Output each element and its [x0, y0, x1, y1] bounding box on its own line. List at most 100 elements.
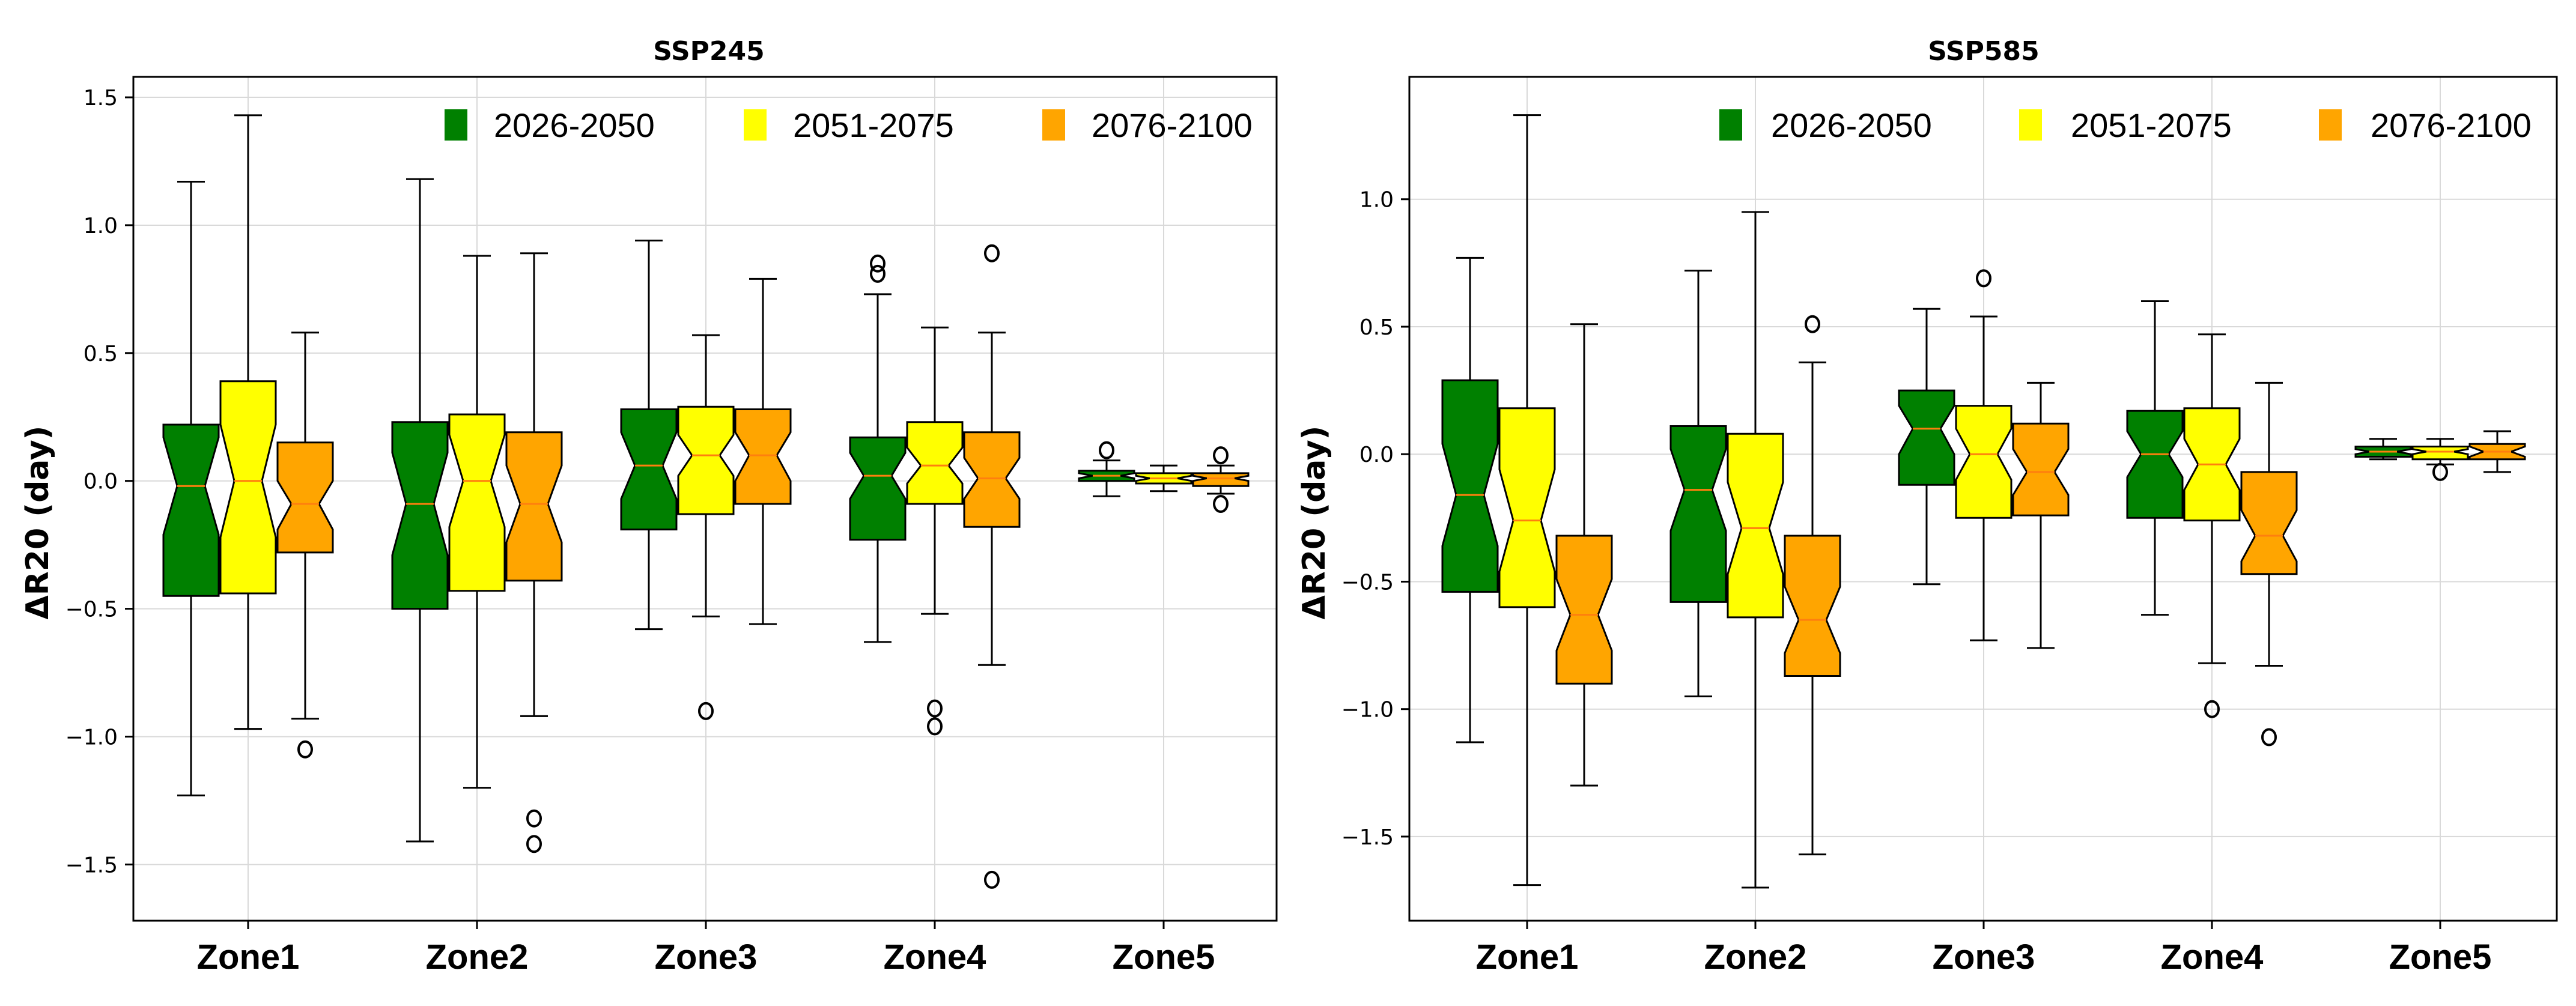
- outlier-point: [297, 740, 313, 759]
- panel-ssp585: SSP585 ΔR20 (day) 2026-2050 2051-2075 2076…: [1296, 36, 2558, 977]
- outlier-point: [526, 809, 542, 828]
- outlier-point: [1213, 495, 1229, 514]
- legend-swatch: [744, 109, 767, 141]
- box-body: [677, 405, 735, 515]
- legend-entry-2076-2100: 2076-2100: [2319, 106, 2532, 144]
- box-2076-2100-Zone5: [2468, 430, 2526, 473]
- box-body: [1955, 405, 2012, 519]
- x-tick-label: Zone3: [1933, 938, 2035, 977]
- box-2026-2050-Zone4: [2126, 300, 2184, 616]
- boxplots: [162, 114, 1250, 889]
- box-body: [2411, 446, 2469, 461]
- y-tick-label: 0.0: [84, 470, 118, 494]
- panel-title: SSP245: [653, 36, 765, 67]
- outlier-point: [927, 699, 943, 718]
- box-2076-2100-Zone1: [276, 332, 334, 759]
- outlier-point: [984, 870, 1000, 889]
- box-2026-2050-Zone1: [1441, 256, 1499, 744]
- box-2051-2075-Zone2: [448, 255, 506, 789]
- legend: 2026-2050 2051-2075 2076-2100: [445, 106, 1253, 144]
- y-tick-label: 1.5: [84, 86, 118, 111]
- box-2026-2050-Zone4: [849, 254, 907, 643]
- box-body: [2126, 410, 2184, 519]
- box-body: [906, 421, 964, 505]
- box-2076-2100-Zone3: [734, 277, 792, 625]
- panel-ssp245: SSP245 ΔR20 (day) 2026-2050 2051-2075 2076…: [20, 36, 1278, 977]
- box-2051-2075-Zone2: [1727, 211, 1784, 889]
- box-2026-2050-Zone2: [391, 178, 449, 843]
- box-2076-2100-Zone1: [1555, 323, 1613, 787]
- outlier-point: [2432, 462, 2448, 481]
- box-body: [849, 436, 907, 541]
- y-tick-label: −1.5: [1341, 825, 1394, 850]
- legend-entry-2026-2050: 2026-2050: [1719, 106, 1932, 144]
- outlier-point: [2204, 700, 2220, 718]
- y-tick-label: −1.0: [1341, 698, 1394, 723]
- legend-swatch: [2319, 109, 2342, 141]
- legend-entry-2076-2100: 2076-2100: [1042, 106, 1253, 144]
- box-body: [1727, 432, 1784, 619]
- legend-label: 2076-2100: [2371, 106, 2532, 144]
- box-body: [1498, 407, 1556, 608]
- box-2051-2075-Zone3: [1955, 269, 2012, 641]
- box-2026-2050-Zone5: [1078, 441, 1135, 497]
- outlier-point: [1976, 269, 1991, 288]
- box-body: [276, 441, 334, 554]
- box-2026-2050-Zone2: [1669, 270, 1727, 697]
- outlier-point: [984, 244, 1000, 262]
- x-tick-label: Zone4: [2161, 938, 2264, 977]
- box-2051-2075-Zone5: [1135, 464, 1192, 492]
- legend: 2026-2050 2051-2075 2076-2100: [1719, 106, 2532, 144]
- y-tick-label: 1.0: [1359, 188, 1394, 213]
- box-2076-2100-Zone5: [1192, 446, 1250, 514]
- legend-entry-2051-2075: 2051-2075: [2019, 106, 2232, 144]
- y-tick-label: 0.5: [84, 342, 118, 366]
- box-2076-2100-Zone3: [2012, 381, 2070, 649]
- box-2076-2100-Zone2: [505, 252, 563, 853]
- x-tick-label: Zone4: [884, 938, 986, 977]
- legend-label: 2026-2050: [494, 106, 655, 144]
- legend-swatch: [445, 109, 467, 141]
- outlier-point: [870, 254, 886, 273]
- legend-label: 2026-2050: [1771, 106, 1932, 144]
- legend-entry-2051-2075: 2051-2075: [744, 106, 954, 144]
- box-2026-2050-Zone3: [620, 239, 678, 631]
- box-2026-2050-Zone5: [2354, 438, 2412, 461]
- legend-swatch: [1042, 109, 1065, 141]
- y-tick-label: 1.0: [84, 214, 118, 238]
- box-body: [1784, 535, 1841, 677]
- legend-label: 2076-2100: [1092, 106, 1253, 144]
- axis-ticks: 1.5 1.0 0.5 0.0 −0.5 −1.0 −1.5 Zone1 Zone2 Zone3 Z…: [65, 86, 1215, 977]
- panel-title: SSP585: [1928, 36, 2040, 67]
- x-tick-label: Zone2: [1704, 938, 1807, 977]
- box-body: [1898, 389, 1955, 486]
- box-2076-2100-Zone4: [963, 244, 1021, 889]
- legend-entry-2026-2050: 2026-2050: [445, 106, 655, 144]
- x-tick-label: Zone5: [1113, 938, 1215, 977]
- box-body: [2240, 471, 2298, 575]
- box-2026-2050-Zone1: [162, 181, 220, 796]
- boxplots: [1441, 114, 2526, 889]
- x-tick-label: Zone1: [197, 938, 300, 977]
- box-body: [2012, 422, 2070, 517]
- y-tick-label: 0.0: [1359, 443, 1394, 467]
- box-2051-2075-Zone5: [2411, 438, 2469, 481]
- box-body: [620, 408, 678, 531]
- outlier-point: [927, 717, 943, 736]
- y-tick-label: −0.5: [1341, 570, 1394, 595]
- box-2051-2075-Zone1: [1498, 114, 1556, 886]
- box-2051-2075-Zone3: [677, 334, 735, 720]
- box-body: [219, 380, 277, 595]
- legend-swatch: [2019, 109, 2042, 141]
- box-body: [1669, 425, 1727, 603]
- box-body: [963, 431, 1021, 528]
- box-2076-2100-Zone4: [2240, 381, 2298, 747]
- y-tick-label: −1.0: [65, 725, 118, 750]
- outlier-point: [1213, 446, 1229, 465]
- y-tick-label: −0.5: [65, 598, 118, 622]
- x-tick-label: Zone3: [655, 938, 758, 977]
- box-body: [1555, 535, 1613, 685]
- box-2076-2100-Zone2: [1784, 315, 1841, 856]
- box-2051-2075-Zone4: [2183, 333, 2241, 718]
